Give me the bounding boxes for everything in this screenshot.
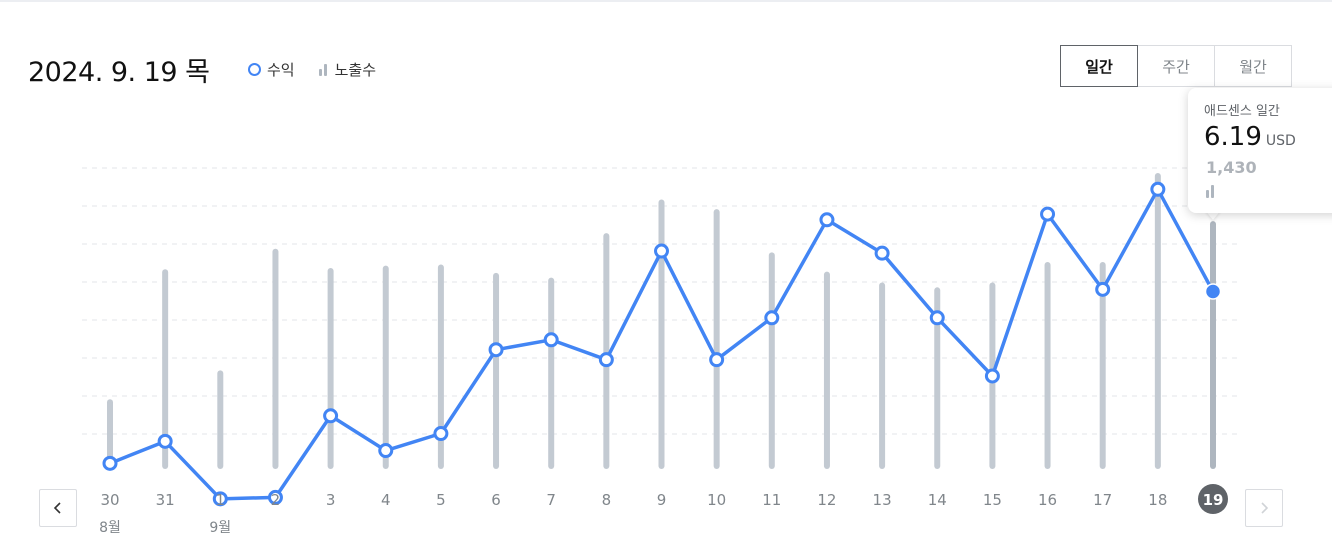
x-tick-label: 3 — [326, 491, 336, 509]
revenue-point — [654, 243, 669, 259]
revenue-point — [488, 342, 504, 358]
impression-bar — [1099, 262, 1106, 469]
selected-day-badge — [1198, 484, 1228, 514]
x-tick-label: 13 — [873, 491, 892, 509]
impression-bar — [1154, 173, 1161, 469]
month-label: 9월 — [209, 520, 231, 536]
revenue-point — [1095, 281, 1111, 297]
tooltip-label: 애드센스 일간 — [1204, 104, 1280, 119]
revenue-point — [433, 426, 449, 442]
prev-page-button[interactable] — [39, 489, 77, 527]
legend-label-revenue: 수익 — [267, 61, 295, 79]
x-tick-label: 4 — [381, 491, 391, 509]
impression-bar — [437, 264, 444, 469]
revenue-point — [929, 310, 945, 326]
impression-bar — [382, 265, 389, 469]
revenue-point — [709, 352, 725, 368]
impression-bar — [934, 287, 941, 469]
impression-bar — [162, 269, 169, 469]
revenue-point — [764, 310, 780, 326]
x-tick-label: 15 — [983, 491, 1002, 509]
x-tick-label: 8 — [602, 491, 612, 509]
x-tick-label: 31 — [156, 491, 175, 509]
revenue-point — [598, 352, 614, 368]
x-tick-label: 19 — [1203, 491, 1224, 509]
impression-bar — [217, 370, 224, 469]
revenue-point — [1040, 206, 1056, 222]
x-tick-label: 16 — [1038, 491, 1057, 509]
bar-chart-icon — [1206, 184, 1216, 198]
x-tick-label: 7 — [546, 491, 556, 509]
impression-bar — [879, 282, 886, 469]
tooltip-pointer — [1205, 210, 1221, 220]
revenue-point — [874, 245, 890, 261]
impression-bar — [1044, 262, 1051, 469]
chevron-right-icon — [1261, 502, 1269, 514]
revenue-point — [819, 212, 835, 228]
revenue-point — [212, 491, 228, 507]
x-tick-label: 5 — [436, 491, 446, 509]
revenue-point — [1150, 181, 1166, 197]
impression-bar — [603, 233, 610, 469]
impression-bar — [548, 277, 555, 469]
x-tick-label: 18 — [1148, 491, 1167, 509]
next-page-button[interactable] — [1245, 489, 1283, 527]
impression-bar — [823, 271, 830, 469]
revenue-point — [157, 433, 173, 449]
x-tick-label: 2 — [271, 491, 281, 509]
revenue-point — [102, 455, 118, 471]
x-tick-label: 1 — [216, 491, 226, 509]
bar-chart-icon — [318, 63, 329, 76]
legend-item-impressions[interactable]: 노출수 — [318, 59, 377, 80]
x-tick-label: 10 — [707, 491, 726, 509]
page-title: 2024. 9. 19 목 — [28, 57, 210, 88]
impression-bar — [768, 252, 775, 469]
revenue-point-selected — [1204, 283, 1222, 300]
tooltip-impressions: 1,430 — [1206, 158, 1257, 177]
tooltip-value-row: 6.19 USD — [1204, 122, 1296, 152]
revenue-point — [323, 408, 339, 424]
period-toggle: 일간 주간 월간 — [1060, 45, 1292, 87]
tab-daily[interactable]: 일간 — [1060, 45, 1138, 87]
ring-marker-icon — [248, 63, 261, 76]
revenue-point — [267, 489, 283, 505]
revenue-point — [984, 368, 1000, 384]
x-tick-label: 30 — [100, 491, 119, 509]
x-tick-label: 17 — [1093, 491, 1112, 509]
x-tick-label: 9 — [657, 491, 667, 509]
impression-bar — [272, 248, 279, 469]
tooltip-value: 6.19 — [1204, 122, 1262, 152]
impression-bar — [1210, 221, 1216, 469]
impression-bar — [493, 272, 500, 469]
chart-legend: 수익 노출수 — [248, 59, 400, 80]
legend-label-impressions: 노출수 — [334, 61, 377, 79]
revenue-point — [378, 443, 394, 459]
impression-bar — [713, 209, 720, 469]
impression-bar — [658, 199, 665, 469]
top-divider — [0, 0, 1332, 2]
x-tick-label: 14 — [928, 491, 947, 509]
revenue-point — [543, 332, 559, 348]
x-tick-label: 11 — [762, 491, 781, 509]
tab-monthly[interactable]: 월간 — [1214, 45, 1292, 87]
data-tooltip: 애드센스 일간 6.19 USD 1,430 — [1188, 88, 1332, 213]
impression-bar — [327, 268, 334, 469]
month-label: 8월 — [99, 520, 121, 536]
legend-item-revenue[interactable]: 수익 — [248, 59, 295, 80]
x-tick-label: 6 — [491, 491, 501, 509]
x-tick-label: 12 — [817, 491, 836, 509]
impression-bar — [107, 399, 113, 469]
tooltip-unit: USD — [1265, 133, 1296, 149]
chevron-left-icon — [53, 502, 61, 514]
